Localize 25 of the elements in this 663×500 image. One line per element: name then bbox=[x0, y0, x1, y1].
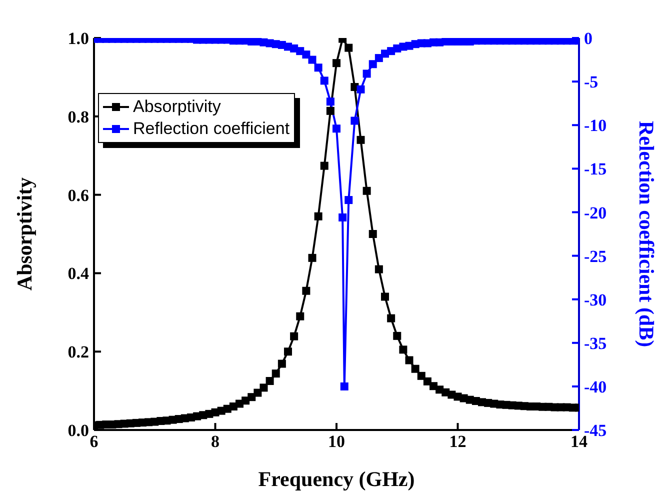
y2-axis-title: Relection coefficient (dB) bbox=[634, 120, 659, 348]
x-axis-title: Frequency (GHz) bbox=[258, 467, 415, 491]
y-tick-label: 0.8 bbox=[68, 107, 89, 126]
x-tick-label: 6 bbox=[90, 432, 98, 452]
y2-tick-label: -20 bbox=[584, 203, 607, 222]
y-axis-title: Absorptivity bbox=[12, 176, 36, 291]
y2-tick-label: -10 bbox=[584, 116, 607, 136]
y2-tick-label: -15 bbox=[584, 160, 607, 179]
y2-tick-label: -30 bbox=[584, 290, 607, 310]
x-tick-label: 10 bbox=[328, 432, 345, 452]
y-tick-label: 0.4 bbox=[68, 264, 90, 284]
legend-label: Reflection coefficient bbox=[133, 118, 290, 140]
y-tick-label: 1.0 bbox=[68, 29, 89, 48]
x-tick-label: 8 bbox=[211, 432, 220, 452]
x-tick-label: 12 bbox=[449, 432, 466, 452]
y-tick-label: 0.2 bbox=[68, 342, 89, 362]
y-tick-label: 0.6 bbox=[68, 186, 89, 205]
y2-tick-label: -35 bbox=[584, 334, 607, 353]
x-tick-label: 14 bbox=[570, 432, 588, 452]
y2-tick-label: -40 bbox=[584, 377, 607, 396]
legend-label: Absorptivity bbox=[133, 96, 221, 118]
y2-tick-label: -25 bbox=[584, 246, 607, 266]
y2-tick-label: 0 bbox=[584, 29, 592, 48]
y-tick-label: 0.0 bbox=[68, 421, 89, 440]
y2-tick-label: -5 bbox=[584, 72, 598, 92]
